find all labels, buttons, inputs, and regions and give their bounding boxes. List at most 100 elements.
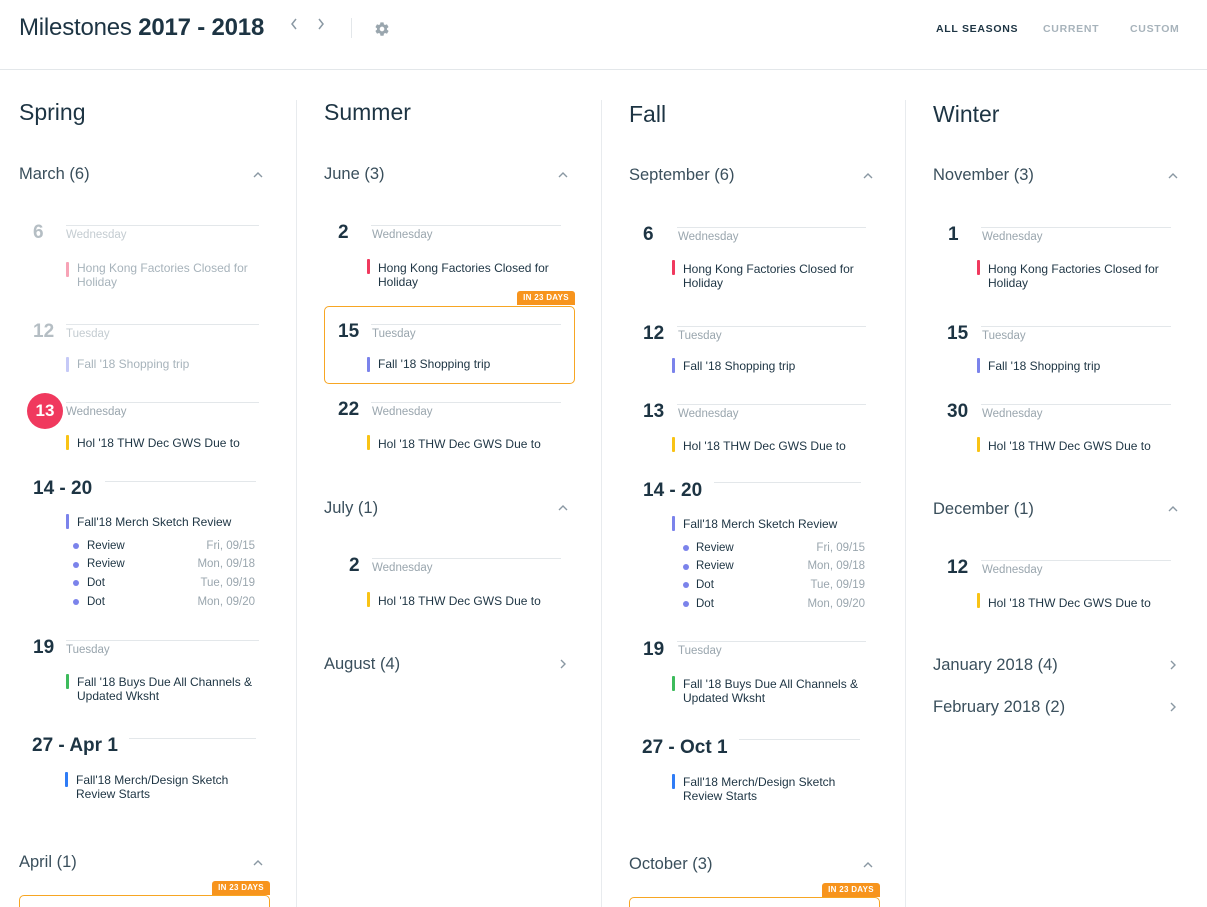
month-header-march[interactable]: March (6) xyxy=(19,165,90,183)
subitem-label: Dot xyxy=(696,598,714,610)
settings-button[interactable] xyxy=(374,21,390,37)
day-separator xyxy=(677,326,866,327)
month-header-july[interactable]: July (1) xyxy=(324,499,379,517)
event-color-bar xyxy=(66,357,69,372)
chevron-right-icon[interactable] xyxy=(1167,701,1179,713)
event-title[interactable]: Fall '18 Buys Due All Channels & Updated… xyxy=(77,675,252,703)
chevron-up-icon[interactable] xyxy=(1167,503,1179,515)
subitem-label: Review xyxy=(696,542,734,554)
event-title[interactable]: Fall'18 Merch Sketch Review xyxy=(683,517,838,531)
event-title[interactable]: Hol '18 THW Dec GWS Due to xyxy=(988,596,1151,610)
chevron-up-icon[interactable] xyxy=(1167,170,1179,182)
tab-all-seasons[interactable]: ALL SEASONS xyxy=(936,23,1019,35)
event-title[interactable]: Fall '18 Shopping trip xyxy=(378,357,491,371)
title-year-range: 2017 - 2018 xyxy=(138,14,265,41)
event-color-bar xyxy=(977,437,980,452)
event-color-bar xyxy=(672,437,675,452)
day-number: 2 xyxy=(349,555,360,576)
month-header-december[interactable]: December (1) xyxy=(933,500,1034,518)
page-title: Milestones 2017 - 2018 xyxy=(19,14,264,42)
event-title[interactable]: Hol '18 THW Dec GWS Due to xyxy=(378,594,541,608)
upcoming-event-card[interactable] xyxy=(629,897,880,907)
month-header-november[interactable]: November (3) xyxy=(933,166,1034,184)
chevron-up-icon[interactable] xyxy=(252,857,264,869)
date-range: 14 - 20 xyxy=(643,480,703,501)
event-color-bar xyxy=(66,514,69,529)
title-label: Milestones xyxy=(19,14,132,41)
day-number: 12 xyxy=(33,321,55,342)
month-header-february[interactable]: February 2018 (2) xyxy=(933,698,1066,716)
weekday-label: Wednesday xyxy=(982,231,1043,243)
month-header-june[interactable]: June (3) xyxy=(324,165,385,183)
chevron-right-icon[interactable] xyxy=(1167,659,1179,671)
event-title-line: Updated Wksht xyxy=(77,689,160,703)
event-title[interactable]: Fall '18 Shopping trip xyxy=(683,359,796,373)
month-header-october[interactable]: October (3) xyxy=(629,855,713,873)
day-separator xyxy=(677,641,866,642)
month-header-january[interactable]: January 2018 (4) xyxy=(933,656,1058,674)
chevron-up-icon[interactable] xyxy=(252,169,264,181)
upcoming-event-card[interactable] xyxy=(19,895,270,907)
event-title[interactable]: Fall '18 Buys Due All Channels & Updated… xyxy=(683,677,858,705)
day-separator xyxy=(739,739,860,740)
bullet-dot xyxy=(73,562,79,568)
tab-current[interactable]: CURRENT xyxy=(1043,23,1100,35)
event-title[interactable]: Fall'18 Merch/Design Sketch Review Start… xyxy=(76,773,228,801)
weekday-label: Wednesday xyxy=(678,231,739,243)
day-separator xyxy=(981,560,1171,561)
day-number: 12 xyxy=(643,323,665,344)
upcoming-event-card[interactable] xyxy=(324,306,575,384)
event-title[interactable]: Fall'18 Merch/Design Sketch Review Start… xyxy=(683,775,835,803)
countdown-badge: IN 23 DAYS xyxy=(212,881,270,895)
month-header-april[interactable]: April (1) xyxy=(19,853,77,871)
event-title[interactable]: Hong Kong Factories Closed for Holiday xyxy=(378,261,549,289)
subitem-date: Tue, 09/19 xyxy=(810,579,865,591)
event-color-bar xyxy=(367,435,370,450)
event-title-line: Fall '18 Buys Due All Channels & xyxy=(683,677,859,691)
chevron-up-icon[interactable] xyxy=(557,502,569,514)
chevron-up-icon[interactable] xyxy=(862,859,874,871)
day-number: 19 xyxy=(33,637,55,658)
event-title[interactable]: Fall'18 Merch Sketch Review xyxy=(77,515,232,529)
event-title[interactable]: Hol '18 THW Dec GWS Due to xyxy=(988,439,1151,453)
date-range: 27 - Oct 1 xyxy=(642,737,728,758)
month-header-september[interactable]: September (6) xyxy=(629,166,735,184)
bullet-dot xyxy=(683,601,689,607)
event-title[interactable]: Hol '18 THW Dec GWS Due to xyxy=(683,439,846,453)
month-header-august[interactable]: August (4) xyxy=(324,655,401,673)
chevron-up-icon[interactable] xyxy=(557,169,569,181)
bullet-dot xyxy=(683,545,689,551)
day-number: 15 xyxy=(338,321,360,342)
event-title[interactable]: Hol '18 THW Dec GWS Due to xyxy=(77,436,240,450)
weekday-label: Wednesday xyxy=(982,408,1043,420)
event-title-line: Fall '18 Buys Due All Channels & xyxy=(77,675,253,689)
chevron-right-icon[interactable] xyxy=(557,658,569,670)
subitem-date: Fri, 09/15 xyxy=(206,540,255,552)
event-color-bar xyxy=(65,772,68,787)
event-title[interactable]: Fall '18 Shopping trip xyxy=(988,359,1101,373)
event-title[interactable]: Hong Kong Factories Closed for Holiday xyxy=(988,262,1159,290)
subitem-label: Review xyxy=(87,558,125,570)
tab-custom[interactable]: CUSTOM xyxy=(1130,23,1180,35)
prev-period-button[interactable] xyxy=(287,17,301,36)
event-title[interactable]: Hol '18 THW Dec GWS Due to xyxy=(378,437,541,451)
event-title[interactable]: Fall '18 Shopping trip xyxy=(77,357,190,371)
day-separator xyxy=(371,324,561,325)
subitem-date: Tue, 09/19 xyxy=(200,577,255,589)
date-range: 14 - 20 xyxy=(33,478,93,499)
day-separator xyxy=(371,225,561,226)
event-title-line: Holiday xyxy=(378,275,419,289)
weekday-label: Wednesday xyxy=(982,564,1043,576)
gear-icon xyxy=(375,22,389,36)
weekday-label: Tuesday xyxy=(982,330,1026,342)
event-title[interactable]: Hong Kong Factories Closed for Holiday xyxy=(77,261,248,289)
day-separator xyxy=(66,402,259,403)
bullet-dot xyxy=(683,582,689,588)
next-period-button[interactable] xyxy=(314,17,328,36)
event-color-bar xyxy=(672,358,675,373)
event-title[interactable]: Hong Kong Factories Closed for Holiday xyxy=(683,262,854,290)
event-title-line: Holiday xyxy=(988,276,1029,290)
chevron-up-icon[interactable] xyxy=(862,170,874,182)
subitem-label: Review xyxy=(87,540,125,552)
event-title-line: Review Starts xyxy=(76,787,151,801)
